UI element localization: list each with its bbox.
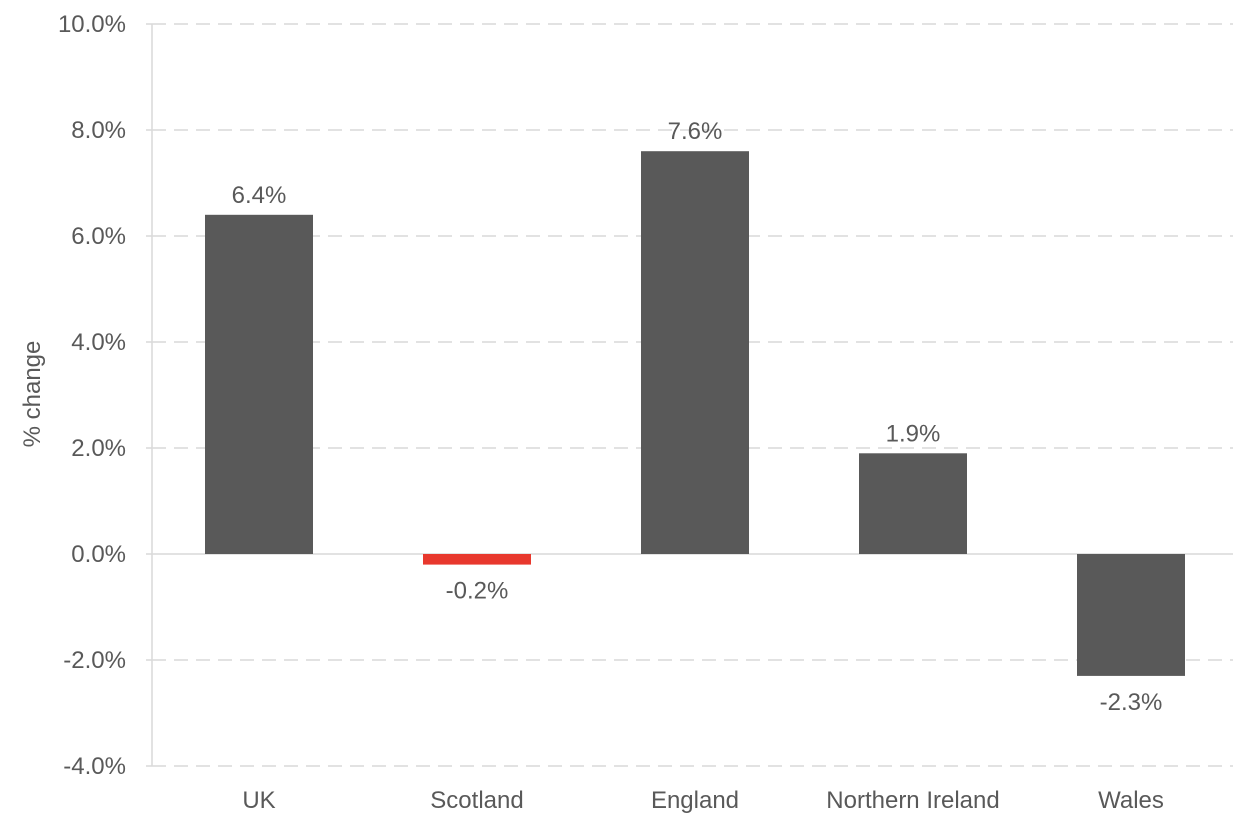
data-labels: 6.4% -0.2% 7.6% 1.9% -2.3%	[232, 118, 1163, 716]
data-label: -2.3%	[1100, 689, 1163, 716]
category-label: Scotland	[430, 787, 523, 814]
y-tick-label: 4.0%	[71, 329, 126, 356]
bar-uk	[205, 214, 313, 555]
y-tick-labels: -4.0% -2.0% 0.0% 2.0% 4.0% 6.0% 8.0% 10.0%	[58, 11, 126, 780]
bar-england	[641, 151, 749, 554]
y-axis-title: % change	[19, 341, 46, 448]
category-label: UK	[242, 787, 275, 814]
category-label: England	[651, 787, 739, 814]
data-label: -0.2%	[446, 578, 509, 605]
bar-wales	[1077, 554, 1185, 676]
y-tick-label: -2.0%	[63, 647, 126, 674]
data-label: 7.6%	[668, 118, 723, 145]
bars	[205, 151, 1185, 676]
y-tick-label: 8.0%	[71, 117, 126, 144]
y-tick-label: -4.0%	[63, 753, 126, 780]
y-tick-label: 6.0%	[71, 223, 126, 250]
category-label: Northern Ireland	[826, 787, 999, 814]
data-label: 1.9%	[886, 420, 941, 447]
data-label: 6.4%	[232, 182, 287, 209]
y-tick-label: 2.0%	[71, 435, 126, 462]
bar-scotland	[423, 554, 531, 565]
y-tick-label: 0.0%	[71, 541, 126, 568]
category-label: Wales	[1098, 787, 1164, 814]
y-tick-label: 10.0%	[58, 11, 126, 38]
x-category-labels: UK Scotland England Northern Ireland Wales	[242, 787, 1164, 814]
bar-northern-ireland	[859, 453, 967, 554]
